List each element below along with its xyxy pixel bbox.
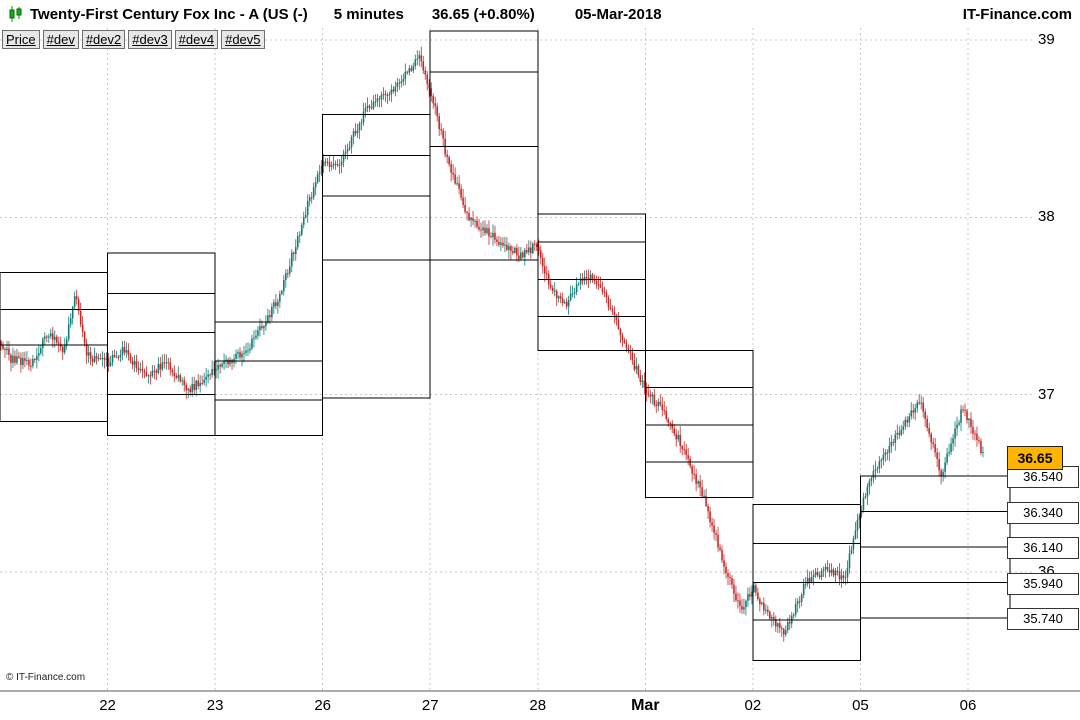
pivot-level-label: 36.340 <box>1007 501 1079 524</box>
quote-date: 05-Mar-2018 <box>574 5 662 23</box>
x-axis-label: 27 <box>421 697 439 714</box>
indicator-tab-bar: Price #dev #dev2 #dev3 #dev4 #dev5 <box>2 30 265 49</box>
x-axis-label: 02 <box>744 697 762 714</box>
indicator-tab-dev4[interactable]: #dev4 <box>174 30 219 49</box>
indicator-tab-dev5[interactable]: #dev5 <box>221 30 265 49</box>
header: Twenty-First Century Fox Inc - A (US (-)… <box>0 0 1080 28</box>
last-price-change: 36.65 (+0.80%) <box>431 5 535 23</box>
x-axis-label: 28 <box>529 697 547 714</box>
pivot-level-label: 35.740 <box>1007 608 1079 631</box>
indicator-tab-dev2[interactable]: #dev2 <box>81 30 126 49</box>
x-axis-label: Mar <box>631 697 660 714</box>
x-axis-label: 06 <box>959 697 977 714</box>
indicator-tab-dev3[interactable]: #dev3 <box>128 30 172 49</box>
x-axis-label: 23 <box>206 697 224 714</box>
pivot-level-label: 35.940 <box>1007 572 1079 595</box>
candlestick-icon <box>8 5 23 23</box>
current-price-label: 36.65 <box>1007 445 1063 470</box>
y-axis-tick: 37 <box>1038 385 1055 403</box>
x-axis-label: 22 <box>99 697 116 714</box>
timeframe-label: 5 minutes <box>333 5 404 23</box>
x-axis-label: 05 <box>852 697 869 714</box>
indicator-tab-dev[interactable]: #dev <box>42 30 79 49</box>
y-axis-tick: 38 <box>1038 208 1055 226</box>
instrument-title: Twenty-First Century Fox Inc - A (US (-) <box>30 5 308 23</box>
copyright-notice: © IT-Finance.com <box>6 672 86 683</box>
y-axis-tick: 39 <box>1038 31 1055 48</box>
pivot-level-label: 36.140 <box>1007 537 1079 560</box>
indicator-tab-price[interactable]: Price <box>2 30 40 49</box>
x-axis-label: 26 <box>314 697 331 714</box>
brand-logo-text: IT-Finance.com <box>962 5 1072 23</box>
